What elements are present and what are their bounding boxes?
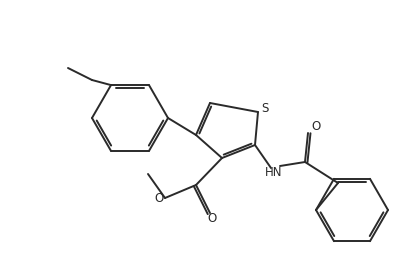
Text: HN: HN xyxy=(265,167,283,180)
Text: O: O xyxy=(207,211,217,224)
Text: O: O xyxy=(311,120,321,134)
Text: O: O xyxy=(154,192,164,205)
Text: S: S xyxy=(261,101,269,115)
